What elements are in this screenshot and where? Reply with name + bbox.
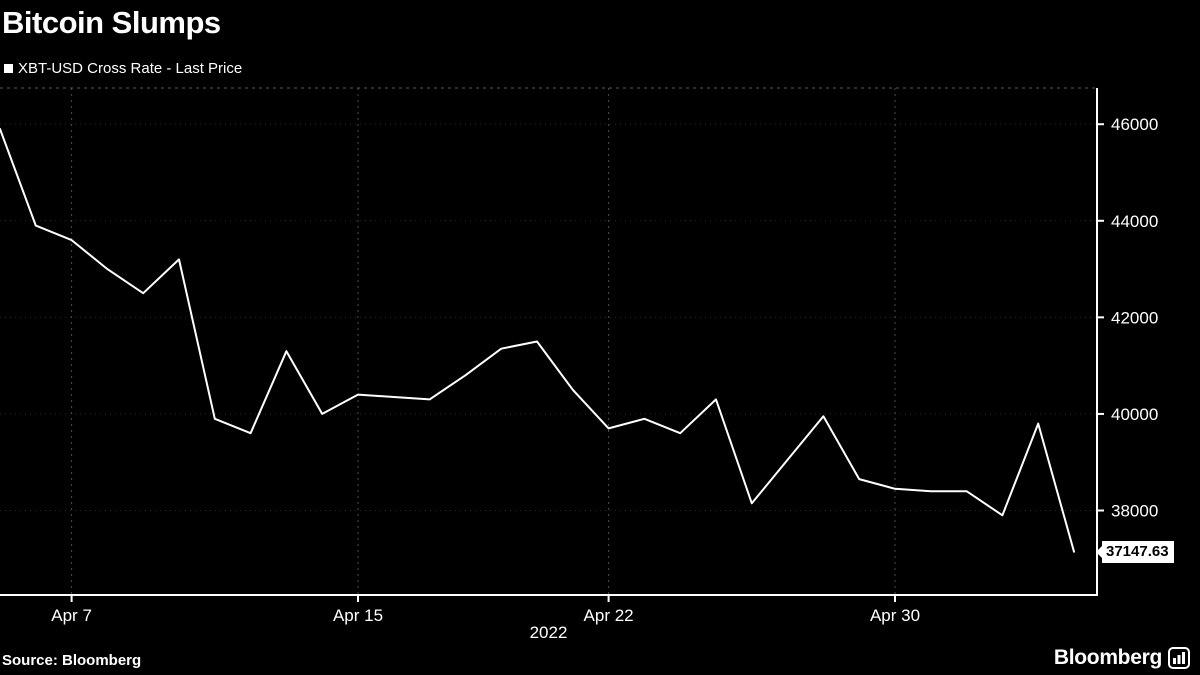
source-attribution: Source: Bloomberg [2, 652, 142, 669]
price-label-arrow-icon [1096, 545, 1102, 558]
y-tick-label: 42000 [1111, 308, 1158, 327]
bloomberg-logo: Bloomberg [1054, 646, 1190, 670]
y-tick-label: 46000 [1111, 115, 1158, 134]
y-tick-label: 44000 [1111, 212, 1158, 231]
x-axis-year-label: 2022 [529, 623, 568, 642]
bloomberg-wordmark: Bloomberg [1053, 646, 1162, 669]
price-line [0, 128, 1075, 553]
page-title: Bitcoin Slumps [2, 5, 221, 40]
x-tick-label: Apr 7 [51, 606, 92, 625]
x-tick-label: Apr 30 [870, 606, 920, 625]
x-tick-label: Apr 22 [584, 606, 634, 625]
y-tick-label: 38000 [1111, 502, 1158, 521]
last-price-value: 37147.63 [1106, 542, 1169, 560]
y-tick-label: 40000 [1111, 405, 1158, 424]
legend-marker-icon [4, 64, 13, 73]
legend: XBT-USD Cross Rate - Last Price [4, 60, 242, 77]
last-price-label: 37147.63 [1096, 540, 1174, 563]
x-tick-label: Apr 15 [333, 606, 383, 625]
bloomberg-chart-bars-icon [1168, 647, 1190, 669]
legend-label: XBT-USD Cross Rate - Last Price [18, 60, 243, 77]
